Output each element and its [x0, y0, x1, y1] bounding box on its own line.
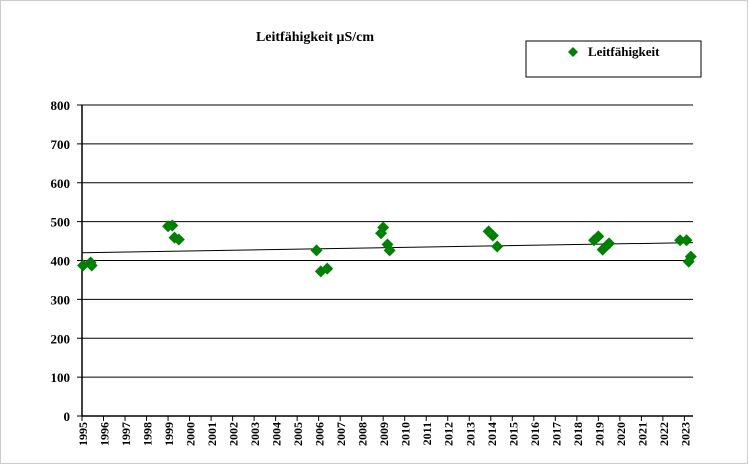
- data-point: [491, 240, 504, 253]
- x-tick-label: 2005: [291, 422, 305, 446]
- x-tick-label: 1996: [98, 422, 112, 446]
- x-tick-label: 2012: [442, 422, 456, 446]
- data-point: [321, 262, 334, 275]
- x-tick-label: 1999: [162, 422, 176, 446]
- x-tick-label: 2002: [227, 422, 241, 446]
- x-tick-label: 1997: [119, 422, 133, 446]
- data-point: [486, 229, 499, 242]
- y-tick-label: 200: [51, 331, 71, 346]
- x-tick-label: 1995: [76, 422, 90, 446]
- x-tick-label: 2017: [549, 422, 563, 446]
- y-tick-label: 600: [51, 176, 71, 191]
- x-tick-label: 2021: [635, 422, 649, 446]
- x-tick-label: 1998: [141, 422, 155, 446]
- data-point: [592, 230, 605, 243]
- x-tick-label: 2014: [485, 422, 499, 446]
- data-point: [674, 234, 687, 247]
- data-point: [377, 221, 390, 234]
- x-tick-label: 2018: [571, 422, 585, 446]
- data-point: [603, 237, 616, 250]
- data-point: [166, 219, 179, 232]
- x-tick-label: 2000: [184, 422, 198, 446]
- x-tick-label: 2016: [528, 422, 542, 446]
- x-tick-label: 2013: [463, 422, 477, 446]
- x-tick-label: 2011: [420, 422, 434, 445]
- data-point: [383, 244, 396, 257]
- x-tick-label: 2008: [356, 422, 370, 446]
- x-tick-label: 2009: [377, 422, 391, 446]
- y-tick-label: 800: [51, 98, 71, 113]
- y-tick-label: 0: [64, 409, 71, 424]
- x-tick-label: 2007: [334, 422, 348, 446]
- legend-marker: [568, 47, 578, 57]
- x-tick-label: 2003: [248, 422, 262, 446]
- data-point: [680, 234, 693, 247]
- legend-label: Leitfähigkeit: [588, 44, 660, 59]
- y-tick-label: 300: [51, 292, 71, 307]
- x-tick-label: 2023: [678, 422, 692, 446]
- x-tick-label: 2010: [399, 422, 413, 446]
- x-tick-label: 2015: [506, 422, 520, 446]
- x-tick-label: 2022: [657, 422, 671, 446]
- legend-box: [525, 40, 702, 78]
- x-tick-label: 2019: [592, 422, 606, 446]
- data-point: [684, 250, 697, 263]
- x-tick-label: 2001: [205, 422, 219, 446]
- x-tick-label: 2006: [313, 422, 327, 446]
- data-point: [85, 259, 98, 272]
- chart-title: Leitfähigkeit µS/cm: [256, 30, 374, 45]
- y-tick-label: 400: [51, 254, 71, 269]
- data-point: [172, 233, 185, 246]
- x-tick-label: 2020: [614, 422, 628, 446]
- y-tick-label: 500: [51, 215, 71, 230]
- y-tick-label: 100: [51, 370, 71, 385]
- x-tick-label: 2004: [270, 422, 284, 446]
- data-point: [310, 244, 323, 257]
- y-tick-label: 700: [51, 137, 71, 152]
